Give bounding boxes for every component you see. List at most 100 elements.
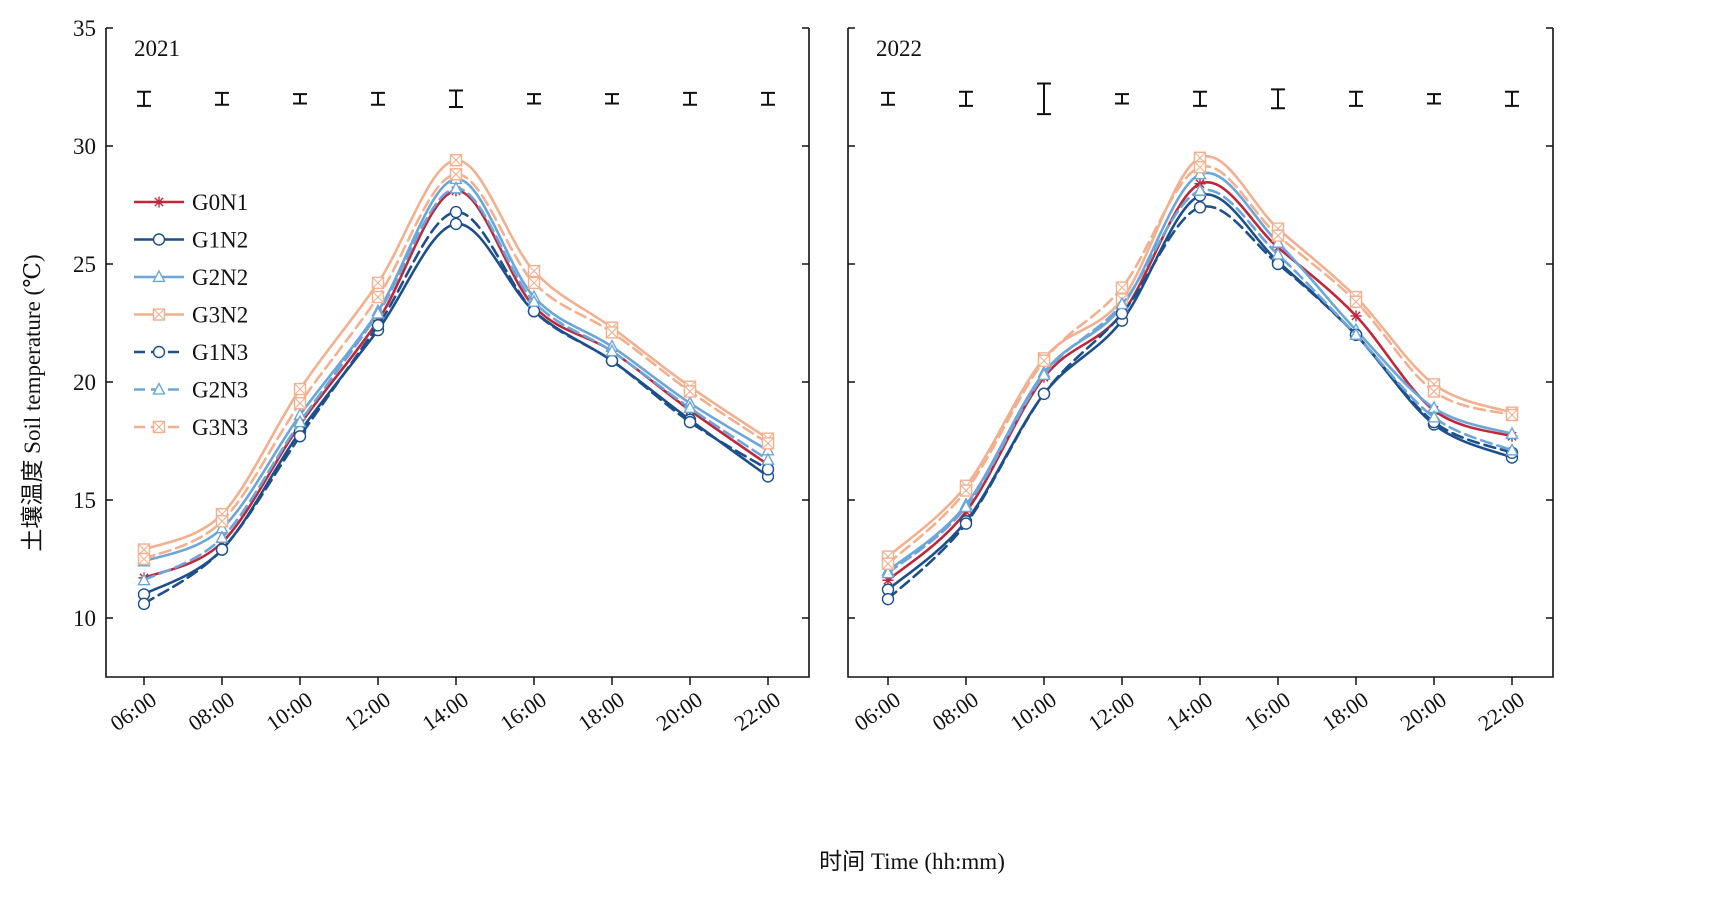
- series-g3n3: [137, 168, 775, 566]
- data-point: [1271, 257, 1285, 271]
- legend-item: G3N3: [134, 415, 248, 440]
- series-g2n3: [137, 180, 775, 586]
- data-point: [1427, 409, 1441, 423]
- data-point: [761, 437, 775, 450]
- x-tick-label: 06:00: [105, 687, 160, 736]
- data-point: [137, 597, 151, 611]
- legend-marker: [152, 345, 166, 359]
- data-point: [371, 319, 385, 332]
- x-tick-label: 08:00: [183, 687, 238, 736]
- data-point: [959, 484, 973, 497]
- data-point: [881, 565, 895, 579]
- axes-frame: [847, 28, 1554, 678]
- data-point: [1505, 408, 1519, 422]
- series-line: [886, 154, 1514, 558]
- series-line: [886, 188, 1514, 575]
- legend-marker: [152, 382, 166, 395]
- x-tick-label: 20:00: [1395, 687, 1450, 736]
- error-bar: [371, 91, 385, 106]
- data-point: [1349, 295, 1363, 308]
- legend-label: G1N2: [192, 228, 248, 253]
- y-tick-label: 30: [73, 134, 96, 159]
- error-bar: [1037, 82, 1051, 116]
- x-tick-label: 08:00: [927, 687, 982, 736]
- x-tick-label: 16:00: [1239, 687, 1294, 736]
- chart-panel-2021: 10 15 20 25 30 35 06:00 08:00 10:00 12:00 14:00 16:…: [73, 16, 810, 736]
- x-tick-label: 18:00: [1317, 687, 1372, 736]
- data-point: [761, 452, 775, 465]
- series-line: [886, 171, 1514, 573]
- series-g2n2: [881, 166, 1519, 576]
- error-bar: [1193, 90, 1207, 107]
- data-point: [215, 530, 229, 543]
- error-bar: [1427, 93, 1441, 105]
- error-bar: [683, 91, 697, 106]
- data-point: [137, 552, 151, 566]
- legend-label: G2N3: [192, 378, 248, 403]
- series-g1n3: [137, 205, 775, 611]
- data-point: [605, 326, 619, 339]
- legend-label: G3N2: [192, 303, 248, 328]
- error-bar: [959, 90, 973, 107]
- data-point: [1037, 354, 1051, 367]
- panel-label: 2021: [134, 36, 180, 61]
- error-bar: [881, 91, 895, 106]
- data-point: [449, 217, 463, 231]
- error-bar: [449, 89, 463, 109]
- data-point: [527, 294, 541, 307]
- legend-label: G1N3: [192, 340, 248, 365]
- legend-marker: [152, 308, 166, 321]
- data-point: [959, 499, 973, 513]
- series-line: [142, 187, 770, 582]
- y-tick-label: 20: [73, 370, 96, 395]
- data-point: [1505, 442, 1519, 456]
- data-point: [881, 557, 895, 570]
- data-point: [761, 463, 775, 476]
- y-tick-label: 10: [73, 606, 96, 631]
- legend-marker: [152, 269, 166, 283]
- legend-label: G2N2: [192, 265, 248, 290]
- data-point: [527, 276, 541, 290]
- error-bar: [605, 93, 619, 105]
- data-point: [1115, 307, 1129, 320]
- x-tick-label: 20:00: [651, 687, 706, 736]
- data-point: [882, 574, 894, 586]
- x-tick-label: 16:00: [495, 687, 550, 736]
- data-point: [605, 343, 619, 357]
- legend: G0N1 G1N2 G2N2 G3N2 G1N3 G2N3 G3N3: [134, 190, 248, 440]
- data-point: [1349, 327, 1363, 340]
- error-bar: [1349, 90, 1363, 107]
- data-point: [683, 400, 697, 414]
- series-line: [886, 193, 1514, 591]
- x-tick-label: 12:00: [339, 687, 394, 736]
- data-point: [527, 264, 541, 278]
- data-point: [1427, 385, 1441, 398]
- x-axis-label: 时间 Time (hh:mm): [819, 849, 1005, 874]
- data-point: [215, 515, 229, 528]
- x-tick-label: 10:00: [261, 687, 316, 736]
- data-point: [137, 572, 151, 586]
- series-line: [142, 210, 770, 606]
- data-point: [1505, 426, 1519, 440]
- legend-item: G1N3: [134, 340, 248, 365]
- legend-marker: [152, 233, 166, 246]
- error-bar: [215, 91, 229, 106]
- x-tick-label: 14:00: [417, 687, 472, 736]
- x-tick-label: 22:00: [1473, 687, 1528, 736]
- x-tick-label: 18:00: [573, 687, 628, 736]
- series-line: [142, 158, 770, 551]
- data-point: [1037, 387, 1051, 400]
- axes-frame: [105, 28, 810, 678]
- data-point: [293, 397, 307, 410]
- x-tick-label: 10:00: [1005, 687, 1060, 736]
- x-tick-label: 12:00: [1083, 687, 1138, 736]
- error-bar: [1505, 90, 1519, 107]
- data-point: [293, 430, 307, 443]
- error-bar: [761, 91, 775, 106]
- data-point: [449, 205, 463, 219]
- data-point: [371, 306, 385, 319]
- series-line: [886, 165, 1514, 565]
- legend-marker: [153, 196, 165, 208]
